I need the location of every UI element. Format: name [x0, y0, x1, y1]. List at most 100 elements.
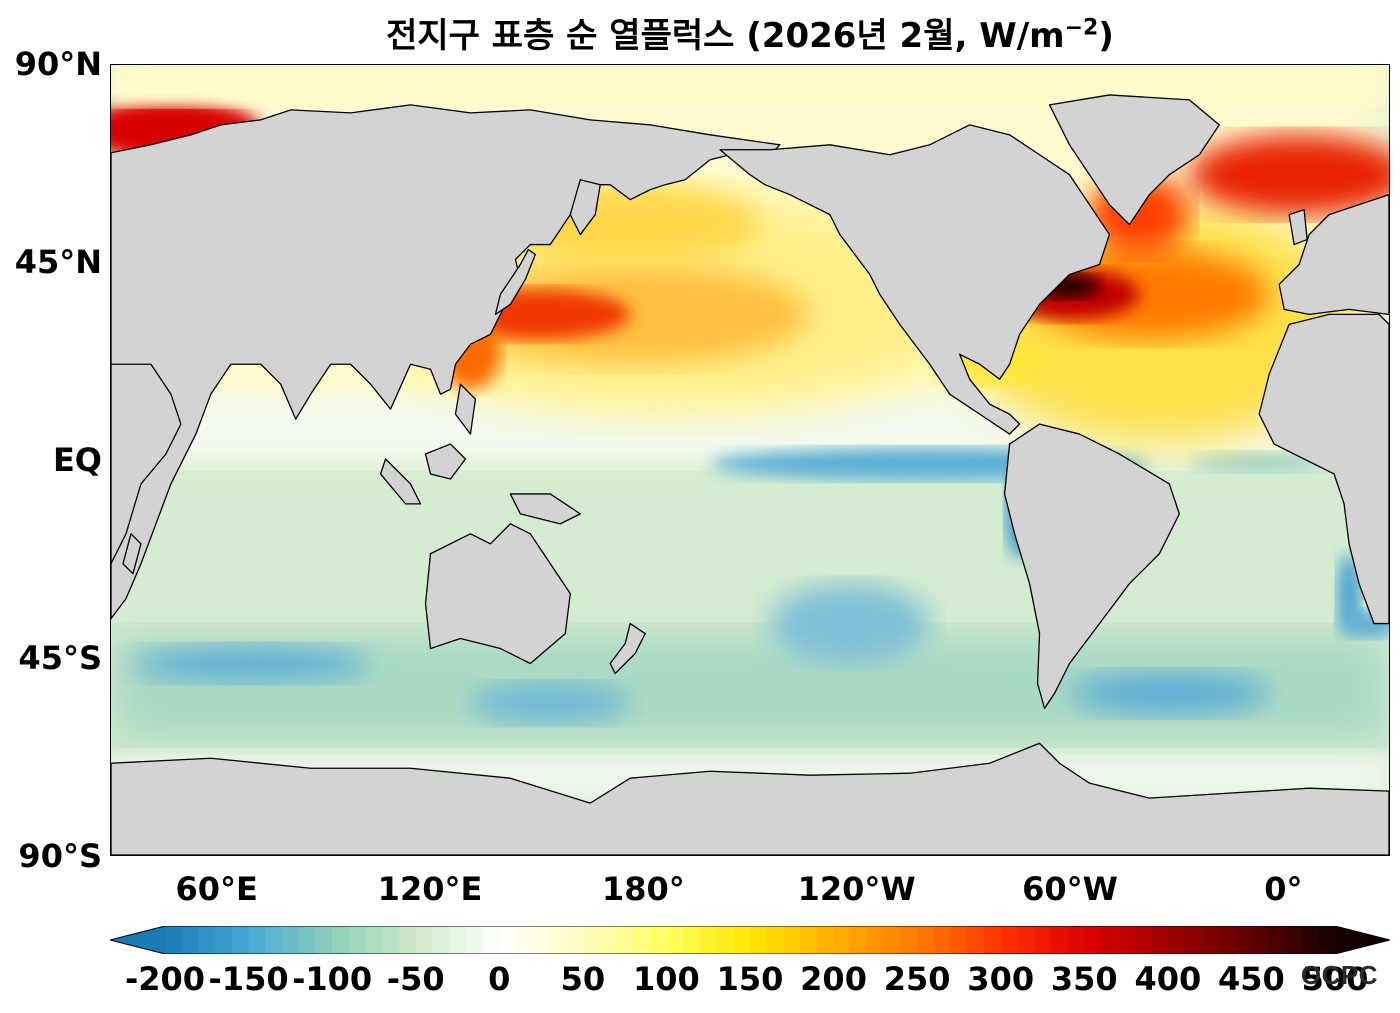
colorbar-tick-label: 250 — [883, 960, 951, 998]
madagascar-land — [122, 533, 142, 575]
colorbar-segment — [1251, 926, 1269, 954]
colorbar-segment — [1184, 926, 1202, 954]
colorbar-segment — [1201, 926, 1219, 954]
colorbar-segment — [766, 926, 785, 954]
colorbar-segment — [582, 926, 601, 954]
colorbar-segment — [816, 926, 835, 954]
uk-land — [1288, 208, 1308, 246]
colorbar-segment — [1318, 926, 1336, 954]
colorbar-segment — [449, 926, 467, 954]
so-cool-1 — [130, 645, 371, 682]
colorbar-tick-label: -100 — [292, 960, 373, 998]
colorbar-segment — [432, 926, 450, 954]
colorbar-segment — [415, 926, 434, 954]
colorbar-tick-label: 50 — [560, 960, 606, 998]
colorbar-segment — [1151, 926, 1169, 954]
colorbar-tick-label: 300 — [967, 960, 1035, 998]
colorbar-segment — [950, 926, 968, 954]
colorbar-tick-label: 500 — [1301, 960, 1369, 998]
eq-atlantic-cooling — [1189, 452, 1330, 472]
eurasia-land — [111, 104, 781, 620]
sumatra-land — [379, 458, 422, 505]
north-america-land — [719, 124, 1111, 435]
so-cool-3 — [769, 583, 930, 664]
colorbar-tick-label: 100 — [633, 960, 700, 998]
kamchatka-land — [569, 179, 601, 236]
lon-tick-label: 0° — [1264, 870, 1303, 908]
colorbar-segment — [699, 926, 718, 954]
lon-tick-label: 120°W — [797, 870, 916, 908]
colorbar-segment — [1050, 926, 1069, 954]
heat-flux-map — [111, 65, 1389, 855]
colorbar-segment — [282, 926, 300, 954]
nordic-red — [1189, 134, 1389, 215]
lat-tick-label: 45°S — [18, 639, 102, 677]
colorbar-segment — [850, 926, 868, 954]
chart-title: 전지구 표층 순 열플럭스 (2026년 2월, W/m−2) — [386, 15, 1114, 56]
colorbar-segment — [984, 926, 1002, 954]
borneo-land — [424, 443, 467, 480]
colorbar-segment — [566, 926, 584, 954]
colorbar-tick-label: 400 — [1134, 960, 1202, 998]
lon-tick-label: 180° — [601, 870, 685, 908]
antarctica-land — [111, 742, 1389, 855]
colorbar-segment — [616, 926, 634, 954]
colorbar-segment — [1218, 926, 1236, 954]
colorbar-segment — [1167, 926, 1186, 954]
colorbar-tick-label: -150 — [208, 960, 289, 998]
colorbar-segment — [1034, 926, 1052, 954]
colorbar-segment — [750, 926, 768, 954]
colorbar-segment — [248, 926, 266, 954]
colorbar-segment — [365, 926, 383, 954]
colorbar-tick-label: 0 — [488, 960, 511, 998]
japan-land — [494, 248, 536, 316]
lon-tick-label: 60°W — [1022, 870, 1118, 908]
colorbar-segment — [716, 926, 734, 954]
colorbar-segment — [198, 926, 216, 954]
nz-land — [609, 622, 646, 675]
colorbar-segment — [933, 926, 952, 954]
land — [111, 94, 1389, 855]
colorbar-segment — [265, 926, 283, 954]
lat-tick-label: EQ — [52, 441, 102, 479]
colorbar-segment — [1117, 926, 1136, 954]
colorbar-segment — [532, 926, 551, 954]
colorbar — [110, 926, 1390, 954]
colorbar-segment — [783, 926, 801, 954]
colorbar-segment — [1301, 926, 1319, 954]
colorbar-segment — [1017, 926, 1035, 954]
philippines-land — [454, 383, 477, 435]
colorbar-segment — [800, 926, 818, 954]
lon-tick-label: 60°E — [175, 870, 258, 908]
colorbar-segment — [549, 926, 567, 954]
colorbar-segment — [1268, 926, 1286, 954]
africa-east-land — [111, 363, 182, 565]
colorbar-segment — [649, 926, 668, 954]
arctic-band — [111, 65, 1389, 105]
colorbar-tick-label: 350 — [1050, 960, 1118, 998]
colorbar-segment — [499, 926, 517, 954]
colorbar-segment — [165, 926, 183, 954]
colorbar-segment — [465, 926, 484, 954]
colorbar-segment — [633, 926, 651, 954]
colorbar-segment — [666, 926, 684, 954]
australia-land — [424, 523, 571, 665]
map-frame — [110, 64, 1390, 856]
colorbar-segment — [382, 926, 400, 954]
colorbar-tick-label: 200 — [800, 960, 867, 998]
colorbar-tick-label: -50 — [386, 960, 445, 998]
colorbar-extend-max — [1335, 926, 1390, 954]
colorbar-tick-label: 450 — [1218, 960, 1285, 998]
colorbar-segment — [900, 926, 918, 954]
lat-tick-label: 90°N — [14, 45, 102, 83]
lat-tick-label: 45°N — [14, 243, 102, 281]
so-cool-2 — [470, 683, 631, 724]
colorbar-segment — [917, 926, 935, 954]
colorbar-segment — [1000, 926, 1019, 954]
colorbar-segment — [1134, 926, 1152, 954]
colorbar-segment — [733, 926, 751, 954]
colorbar-segment — [315, 926, 333, 954]
colorbar-tick-label: 150 — [716, 960, 784, 998]
europe-land — [1278, 194, 1389, 316]
south-america-land — [1003, 423, 1180, 710]
